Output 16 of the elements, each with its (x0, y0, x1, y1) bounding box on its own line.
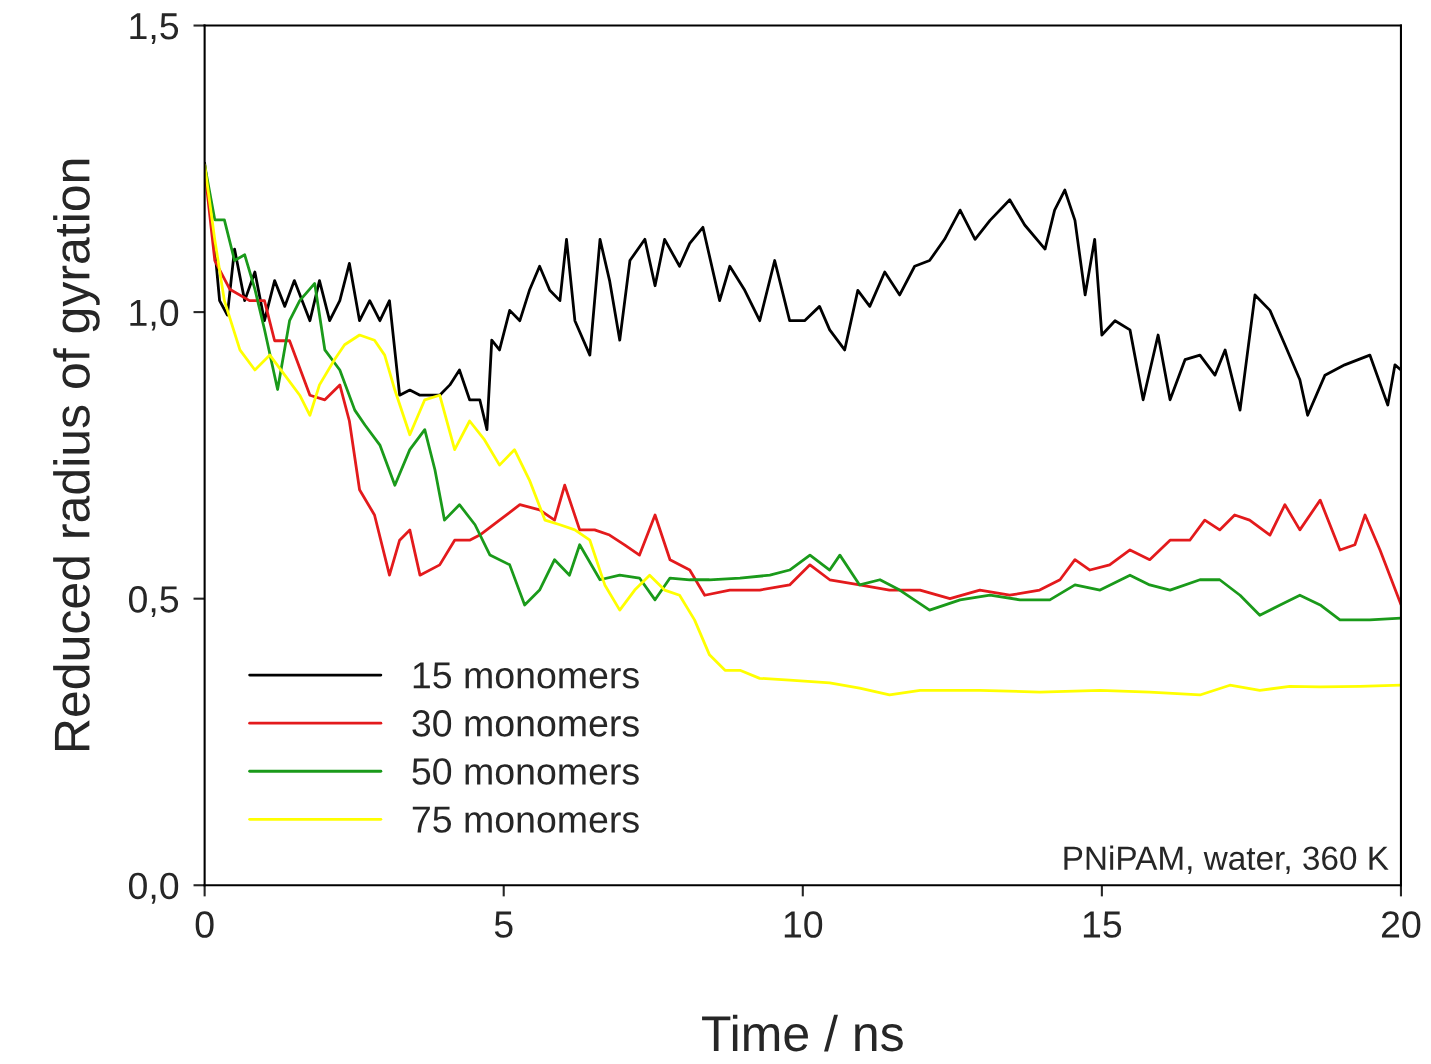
x-tick-label: 0 (195, 911, 214, 938)
x-tick-label: 5 (494, 911, 513, 938)
y-axis-title: Reduced radius of gyration (53, 159, 100, 751)
y-tick-label: 1,5 (130, 13, 179, 44)
legend-label: 30 monomers (412, 710, 639, 737)
y-tick-label: 0,5 (128, 586, 179, 618)
y-tick-label: 0,0 (128, 872, 179, 904)
x-tick-label: 20 (1381, 911, 1421, 938)
x-tick-label: 15 (1083, 911, 1122, 938)
annotation: PNiPAM, water, 360 K (1064, 845, 1389, 874)
legend-label: 75 monomers (412, 806, 639, 833)
y-tick-label: 1,0 (130, 299, 179, 331)
x-axis-title: Time / ns (702, 1014, 903, 1052)
legend-label: 50 monomers (412, 758, 639, 785)
x-tick-label: 10 (784, 911, 823, 938)
legend-label: 15 monomers (413, 662, 639, 689)
